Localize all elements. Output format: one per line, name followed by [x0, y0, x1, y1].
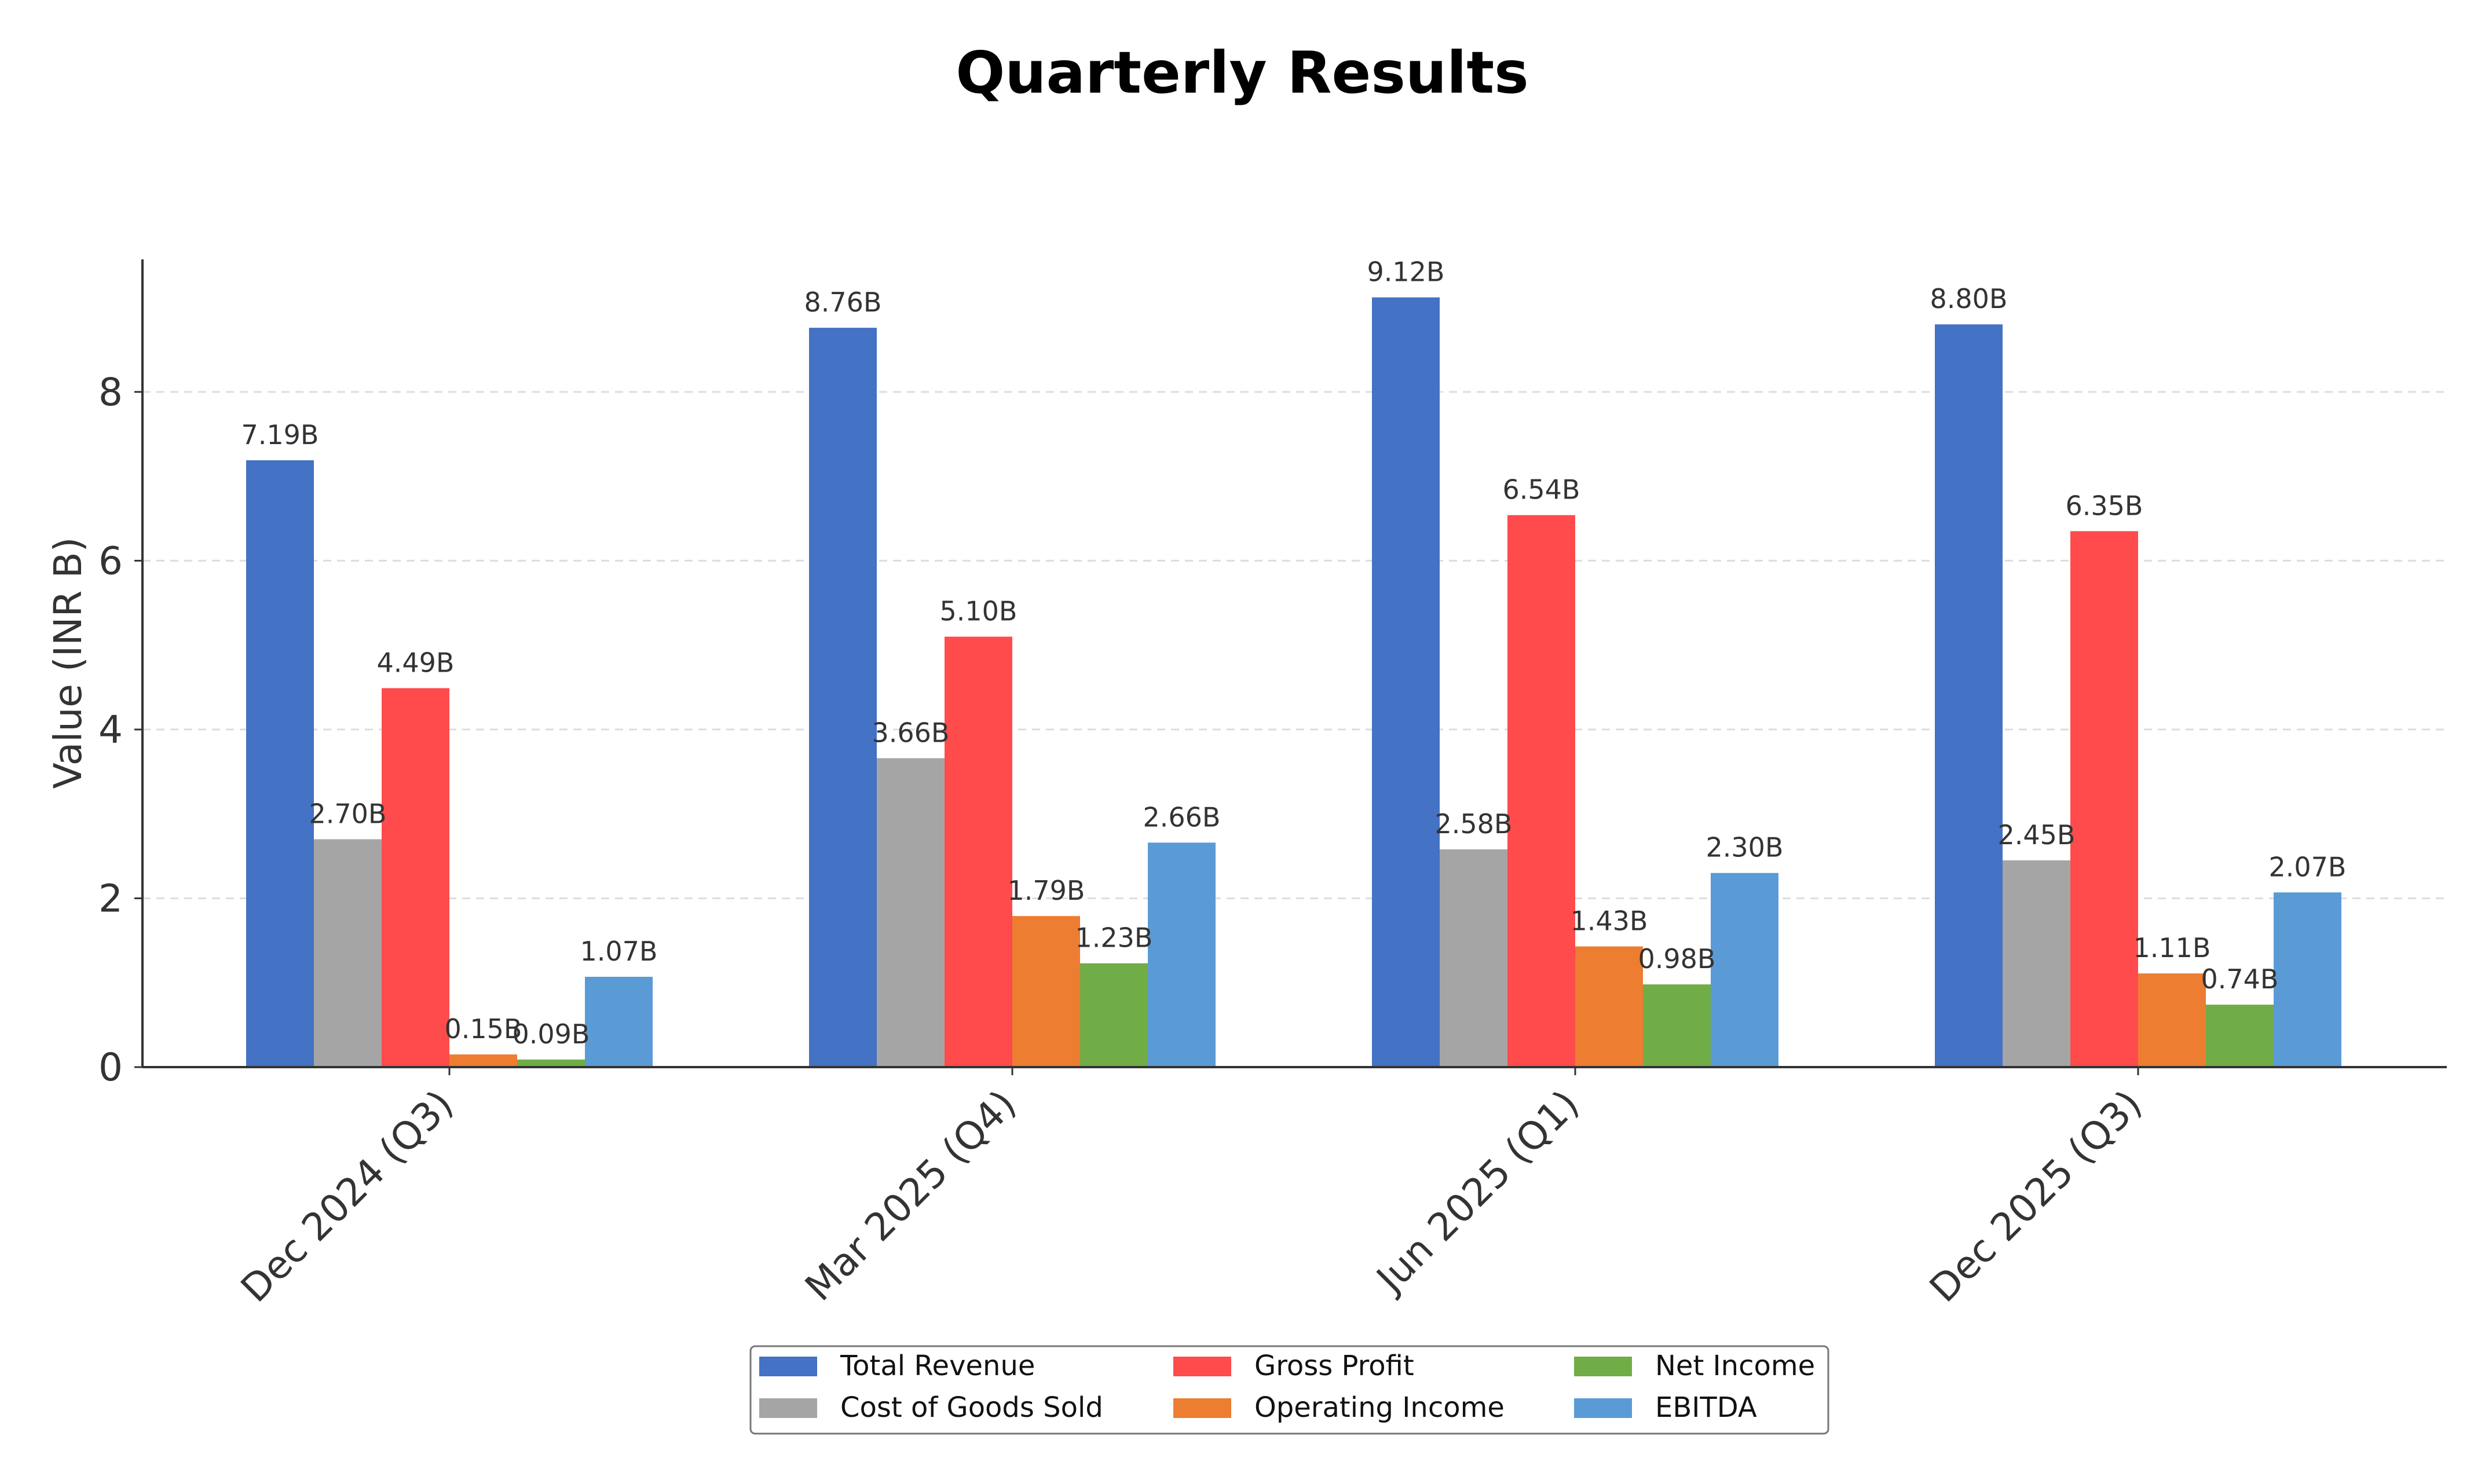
bar-gross-profit — [2070, 531, 2138, 1067]
bar-ebitda — [585, 977, 653, 1067]
legend-box — [749, 1345, 1829, 1435]
y-tick-label: 6 — [98, 538, 123, 583]
bar-gross-profit — [945, 636, 1012, 1067]
bar-ebitda — [1148, 842, 1216, 1067]
y-tick-label: 2 — [98, 876, 123, 921]
data-label: 7.19B — [241, 419, 319, 450]
x-tick-label: Mar 2025 (Q4) — [797, 1082, 1025, 1310]
bar-total-revenue — [809, 328, 877, 1068]
legend-label: EBITDA — [1655, 1391, 1757, 1424]
data-label: 1.07B — [580, 936, 658, 967]
data-label: 2.66B — [1143, 801, 1221, 833]
y-axis-label: Value (INR B) — [46, 537, 90, 789]
data-label: 2.58B — [1435, 808, 1513, 840]
bar-net-income — [1080, 963, 1148, 1067]
data-label: 9.12B — [1367, 257, 1445, 288]
legend-swatch — [1574, 1357, 1632, 1376]
data-label: 2.70B — [309, 798, 387, 829]
bar-gross-profit — [382, 688, 449, 1067]
data-label: 0.98B — [1638, 943, 1716, 974]
legend-swatch — [1574, 1398, 1632, 1418]
bar-total-revenue — [246, 460, 314, 1067]
data-label: 2.45B — [1998, 819, 2076, 851]
legend: Total Revenue Cost of Goods Sold Gross Pro… — [749, 1345, 1829, 1435]
data-label: 1.79B — [1008, 875, 1085, 906]
bar-net-income — [1643, 984, 1711, 1067]
data-label: 2.07B — [2269, 851, 2347, 882]
legend-swatch — [759, 1357, 817, 1376]
x-tick-label: Dec 2024 (Q3) — [232, 1082, 462, 1311]
data-label: 0.74B — [2201, 963, 2279, 995]
bar-operating-income — [449, 1054, 517, 1067]
legend-label: Operating Income — [1254, 1391, 1505, 1424]
legend-label: Total Revenue — [840, 1350, 1035, 1382]
chart-title: Quarterly Results — [956, 39, 1528, 107]
y-tick-label: 0 — [98, 1045, 123, 1090]
bar-gross-profit — [1507, 515, 1575, 1067]
data-label: 5.10B — [940, 596, 1018, 627]
data-label: 0.09B — [513, 1018, 590, 1050]
bar-net-income — [517, 1059, 585, 1067]
y-tick-label: 8 — [98, 370, 123, 415]
y-tick-label: 4 — [98, 708, 123, 752]
bar-operating-income — [1575, 946, 1643, 1067]
bar-operating-income — [2138, 973, 2206, 1067]
data-label: 6.54B — [1503, 474, 1580, 505]
legend-swatch — [759, 1398, 817, 1418]
bar-cost-of-goods-sold — [1440, 849, 1507, 1067]
data-label: 8.76B — [804, 287, 882, 318]
data-label: 3.66B — [872, 717, 950, 748]
legend-swatch — [1173, 1357, 1231, 1376]
data-label: 6.35B — [2066, 490, 2143, 521]
bar-net-income — [2206, 1005, 2274, 1067]
legend-label: Net Income — [1655, 1350, 1815, 1382]
data-label: 8.80B — [1930, 283, 2008, 314]
bar-cost-of-goods-sold — [2003, 860, 2070, 1067]
legend-label: Gross Profit — [1254, 1350, 1414, 1382]
bar-operating-income — [1012, 916, 1080, 1067]
bars — [246, 297, 2341, 1068]
bar-total-revenue — [1935, 324, 2003, 1067]
x-tick-label: Dec 2025 (Q3) — [1921, 1082, 2150, 1311]
bar-cost-of-goods-sold — [877, 758, 945, 1067]
data-label: 2.30B — [1706, 832, 1784, 863]
data-label: 4.49B — [377, 647, 455, 679]
bar-ebitda — [1711, 873, 1778, 1067]
data-label: 1.11B — [2133, 932, 2211, 963]
bar-cost-of-goods-sold — [314, 839, 382, 1067]
bar-total-revenue — [1372, 297, 1440, 1067]
x-tick-label: Jun 2025 (Q1) — [1367, 1082, 1587, 1302]
legend-label: Cost of Goods Sold — [840, 1391, 1103, 1424]
legend-swatch — [1173, 1398, 1231, 1418]
data-label: 1.43B — [1571, 906, 1648, 937]
data-label: 0.15B — [445, 1013, 522, 1045]
bar-ebitda — [2274, 892, 2341, 1067]
data-label: 1.23B — [1075, 922, 1153, 954]
